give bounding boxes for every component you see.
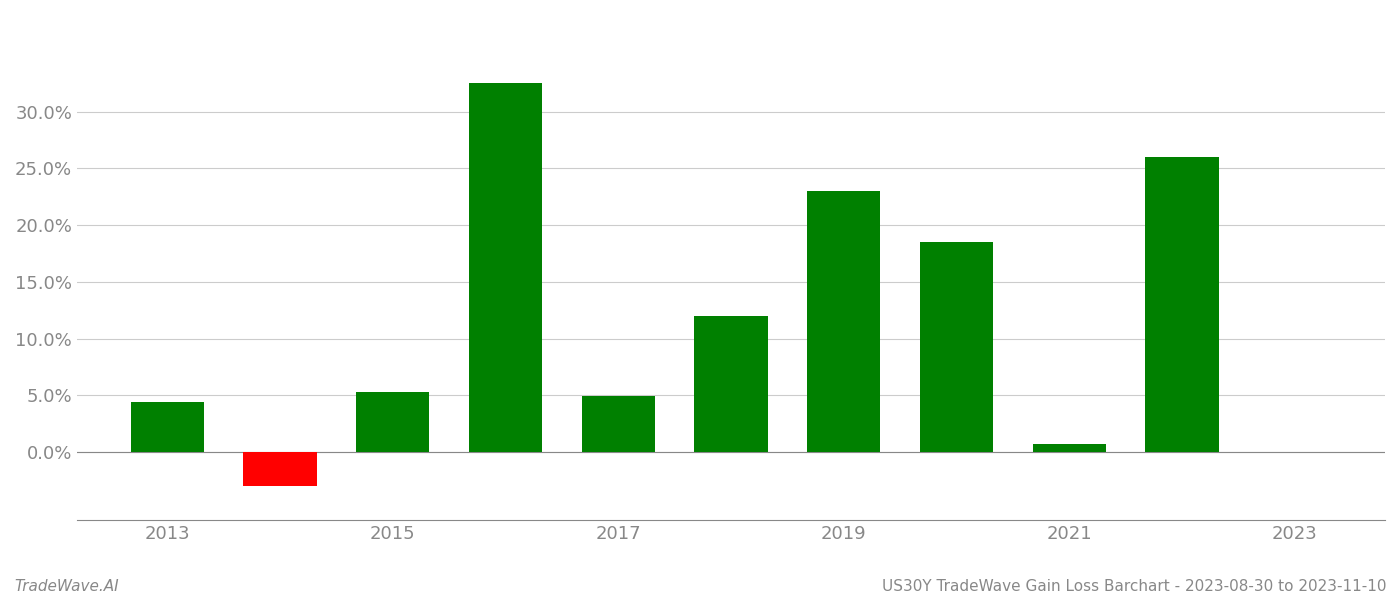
Bar bbox=[244, 452, 316, 486]
Bar bbox=[356, 392, 430, 452]
Bar bbox=[920, 242, 993, 452]
Text: US30Y TradeWave Gain Loss Barchart - 2023-08-30 to 2023-11-10: US30Y TradeWave Gain Loss Barchart - 202… bbox=[882, 579, 1386, 594]
Bar bbox=[581, 397, 655, 452]
Bar bbox=[130, 402, 204, 452]
Bar bbox=[808, 191, 881, 452]
Bar bbox=[1033, 444, 1106, 452]
Text: TradeWave.AI: TradeWave.AI bbox=[14, 579, 119, 594]
Bar bbox=[694, 316, 767, 452]
Bar bbox=[469, 83, 542, 452]
Bar bbox=[1145, 157, 1218, 452]
